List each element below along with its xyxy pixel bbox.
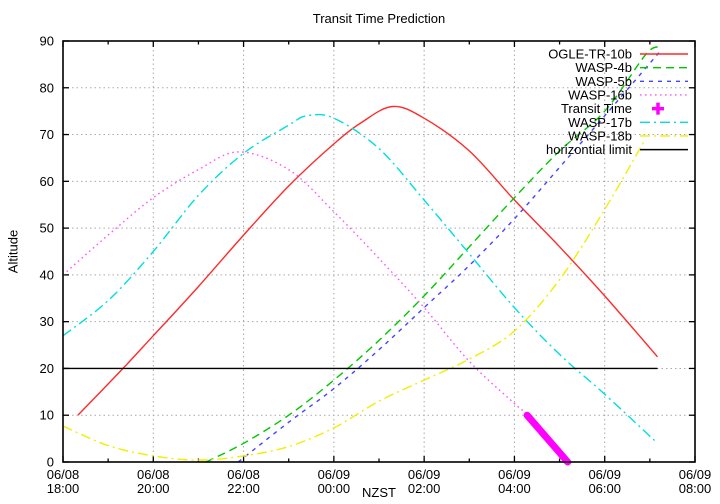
y-tick-label: 80	[40, 80, 54, 95]
x-tick-label-time: 08:00	[679, 481, 712, 496]
x-tick-label-date: 06/09	[318, 467, 351, 482]
curve-wasp-16b	[62, 151, 569, 463]
x-tick-label-time: 02:00	[408, 481, 441, 496]
curve-wasp-4b	[205, 45, 660, 463]
y-tick-label: 10	[40, 408, 54, 423]
x-tick-label-time: 20:00	[137, 481, 170, 496]
y-tick-label: 0	[47, 455, 54, 470]
x-tick-label-date: 06/08	[227, 467, 260, 482]
legend-label: OGLE-TR-10b	[548, 47, 632, 62]
x-tick-label-date: 06/09	[408, 467, 441, 482]
curve-transit-time	[523, 411, 572, 466]
legend-label: WASP-5b	[575, 74, 632, 89]
x-axis-label: NZST	[362, 485, 396, 500]
x-tick-label-time: 04:00	[498, 481, 531, 496]
legend-label: WASP-18b	[568, 128, 632, 143]
y-tick-label: 30	[40, 314, 54, 329]
x-tick-label-date: 06/08	[137, 467, 170, 482]
y-tick-label: 50	[40, 221, 54, 236]
legend-label: horizontial limit	[546, 142, 632, 157]
curve-ogle-tr-10b	[77, 105, 659, 416]
legend-label: WASP-17b	[568, 115, 632, 130]
y-tick-label: 90	[40, 34, 54, 49]
legend-label: WASP-4b	[575, 60, 632, 75]
y-tick-label: 20	[40, 361, 54, 376]
x-tick-label-date: 06/09	[588, 467, 621, 482]
x-tick-label-date: 06/08	[47, 467, 80, 482]
x-tick-label-time: 18:00	[47, 481, 80, 496]
x-tick-label-date: 06/09	[498, 467, 531, 482]
y-tick-label: 70	[40, 127, 54, 142]
curve-wasp-5b	[237, 52, 660, 463]
y-tick-label: 40	[40, 267, 54, 282]
x-tick-label-time: 06:00	[588, 481, 621, 496]
curve-wasp-18b	[62, 138, 646, 461]
legend-label: WASP-16b	[568, 87, 632, 102]
curve-wasp-17b	[62, 113, 658, 444]
y-tick-label: 60	[40, 174, 54, 189]
plot-border	[62, 40, 696, 463]
legend-label: Transit Time	[561, 101, 632, 116]
x-tick-label-date: 06/09	[679, 467, 712, 482]
chart-title: Transit Time Prediction	[312, 11, 446, 26]
x-tick-label-time: 00:00	[318, 481, 351, 496]
x-tick-label-time: 22:00	[227, 481, 260, 496]
